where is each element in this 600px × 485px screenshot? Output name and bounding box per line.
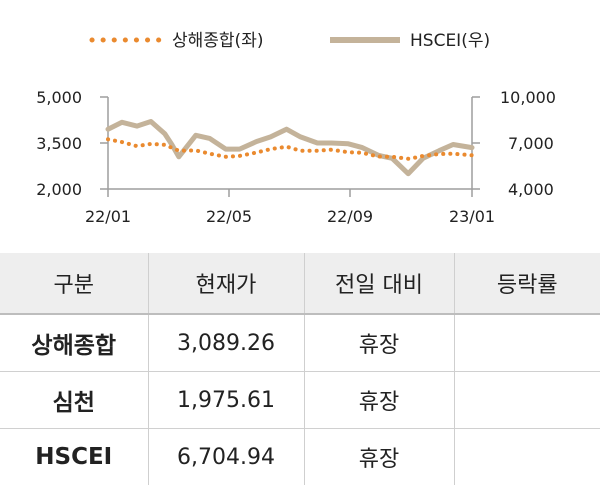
x-label: 22/09	[327, 207, 373, 226]
index-line-chart: 상해종합(좌) HSCEI(우) 5,000 3,500 2,000	[0, 0, 600, 250]
legend-label-shanghai: 상해종합(좌)	[172, 31, 263, 51]
header-category: 구분	[0, 253, 148, 314]
x-label: 23/01	[449, 207, 495, 226]
table-row: 상해종합 3,089.26 휴장	[0, 314, 600, 372]
row-change: 휴장	[304, 429, 454, 485]
row-name: HSCEI	[0, 429, 148, 485]
y-left-label: 2,000	[36, 180, 82, 199]
y-left-label: 5,000	[36, 88, 82, 107]
y-right-label: 7,000	[508, 134, 554, 153]
chart-legend: 상해종합(좌) HSCEI(우)	[92, 31, 490, 51]
series-layer	[108, 122, 472, 174]
row-rate	[454, 429, 600, 485]
y-left-tick-labels: 5,000 3,500 2,000	[36, 88, 82, 199]
row-name: 심천	[0, 372, 148, 429]
row-change: 휴장	[304, 372, 454, 429]
row-name: 상해종합	[0, 314, 148, 372]
row-price: 6,704.94	[148, 429, 304, 485]
table-header-row: 구분 현재가 전일 대비 등락률	[0, 253, 600, 314]
table-row: HSCEI 6,704.94 휴장	[0, 429, 600, 485]
y-left-label: 3,500	[36, 134, 82, 153]
row-change: 휴장	[304, 314, 454, 372]
row-price: 3,089.26	[148, 314, 304, 372]
row-rate	[454, 314, 600, 372]
header-rate: 등락률	[454, 253, 600, 314]
y-right-label: 10,000	[500, 88, 556, 107]
x-label: 22/01	[85, 207, 131, 226]
market-index-table: 구분 현재가 전일 대비 등락률 상해종합 3,089.26 휴장 심천 1,9…	[0, 253, 600, 485]
legend-label-hscei: HSCEI(우)	[410, 31, 490, 51]
x-tick-labels: 22/01 22/05 22/09 23/01	[85, 207, 495, 226]
row-rate	[454, 372, 600, 429]
table-row: 심천 1,975.61 휴장	[0, 372, 600, 429]
chart-svg: 상해종합(좌) HSCEI(우) 5,000 3,500 2,000	[0, 0, 600, 250]
x-label: 22/05	[206, 207, 252, 226]
header-change: 전일 대비	[304, 253, 454, 314]
y-right-tick-labels: 10,000 7,000 4,000	[500, 88, 556, 199]
series-line-shanghai	[108, 139, 472, 159]
header-price: 현재가	[148, 253, 304, 314]
y-right-label: 4,000	[508, 180, 554, 199]
row-price: 1,975.61	[148, 372, 304, 429]
